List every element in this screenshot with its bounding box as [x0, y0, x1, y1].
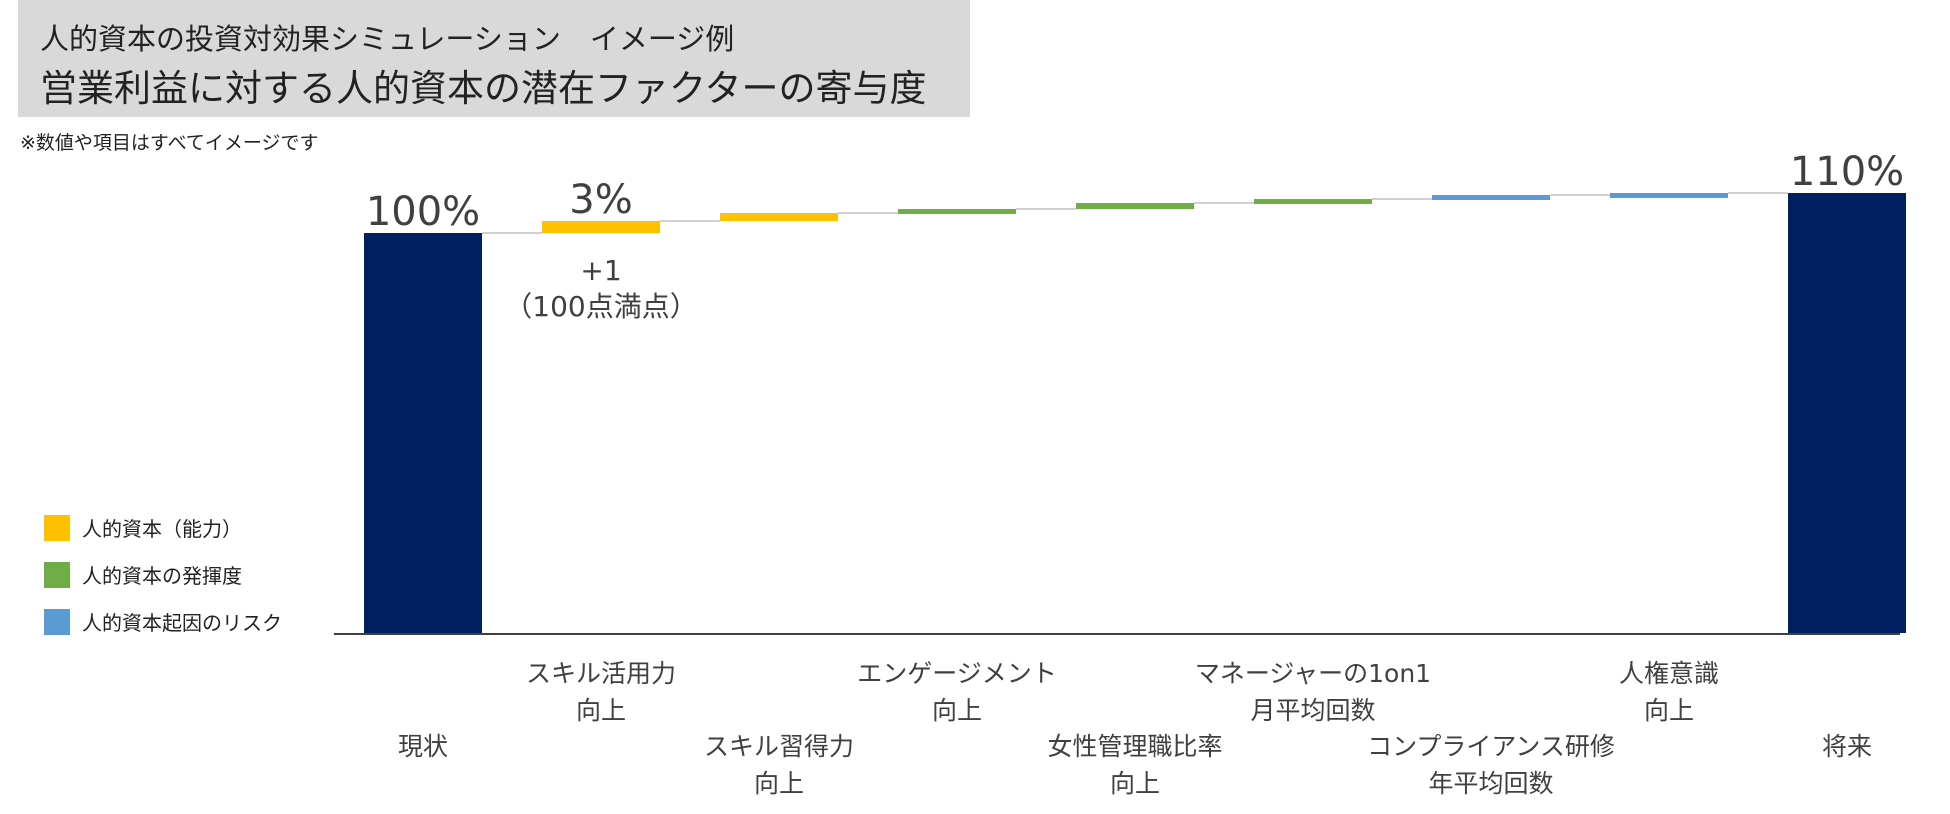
category-label-4-1: 向上: [1110, 769, 1160, 798]
category-label-8-0: 将来: [1822, 732, 1872, 761]
category-label-1-0: スキル活用力: [526, 659, 676, 688]
bar-3: [898, 209, 1016, 214]
category-label-2-0: スキル習得力: [704, 732, 854, 761]
bar-6: [1432, 195, 1550, 200]
bar-7: [1610, 193, 1728, 198]
legend-swatch-risk: [44, 608, 70, 635]
data-label-0: 100%: [366, 189, 480, 235]
legend-item-risk: 人的資本起因のリスク: [44, 598, 364, 645]
bar-8: [1788, 193, 1906, 633]
header-banner: 人的資本の投資対効果シミュレーション イメージ例 営業利益に対する人的資本の潜在…: [18, 0, 970, 117]
category-label-7-0: 人権意識: [1619, 659, 1719, 688]
legend-label-engagement: 人的資本の発揮度: [82, 564, 242, 588]
bar-2: [720, 213, 838, 221]
legend-swatch-engagement: [44, 561, 70, 588]
page-subtitle: 人的資本の投資対効果シミュレーション イメージ例: [40, 22, 735, 56]
legend-label-capability: 人的資本（能力）: [82, 517, 242, 541]
category-label-6-0: コンプライアンス研修: [1367, 732, 1615, 761]
category-label-0-0: 現状: [398, 732, 448, 761]
category-label-7-1: 向上: [1644, 696, 1694, 725]
chart-legend: 人的資本（能力） 人的資本の発揮度 人的資本起因のリスク: [44, 504, 364, 645]
disclaimer-note: ※数値や項目はすべてイメージです: [20, 132, 319, 154]
annotation-line-0: +1: [580, 254, 621, 287]
category-label-3-0: エンゲージメント: [857, 659, 1057, 688]
category-label-1-1: 向上: [576, 696, 626, 725]
category-label-3-1: 向上: [932, 696, 982, 725]
data-label-8: 110%: [1790, 149, 1904, 195]
legend-item-engagement: 人的資本の発揮度: [44, 551, 364, 598]
legend-label-risk: 人的資本起因のリスク: [82, 611, 282, 635]
annotation-line-1: （100点満点）: [504, 290, 697, 323]
bar-1: [542, 221, 660, 233]
bar-0: [364, 233, 482, 633]
bar-4: [1076, 203, 1194, 209]
data-label-1: 3%: [569, 177, 632, 223]
category-label-2-1: 向上: [754, 769, 804, 798]
category-label-5-1: 月平均回数: [1250, 696, 1375, 725]
legend-swatch-capability: [44, 514, 70, 541]
legend-item-capability: 人的資本（能力）: [44, 504, 364, 551]
category-label-5-0: マネージャーの1on1: [1195, 659, 1431, 688]
page-title: 営業利益に対する人的資本の潜在ファクターの寄与度: [40, 67, 927, 110]
category-label-6-1: 年平均回数: [1428, 769, 1553, 798]
category-label-4-0: 女性管理職比率: [1047, 732, 1222, 761]
bar-5: [1254, 199, 1372, 204]
